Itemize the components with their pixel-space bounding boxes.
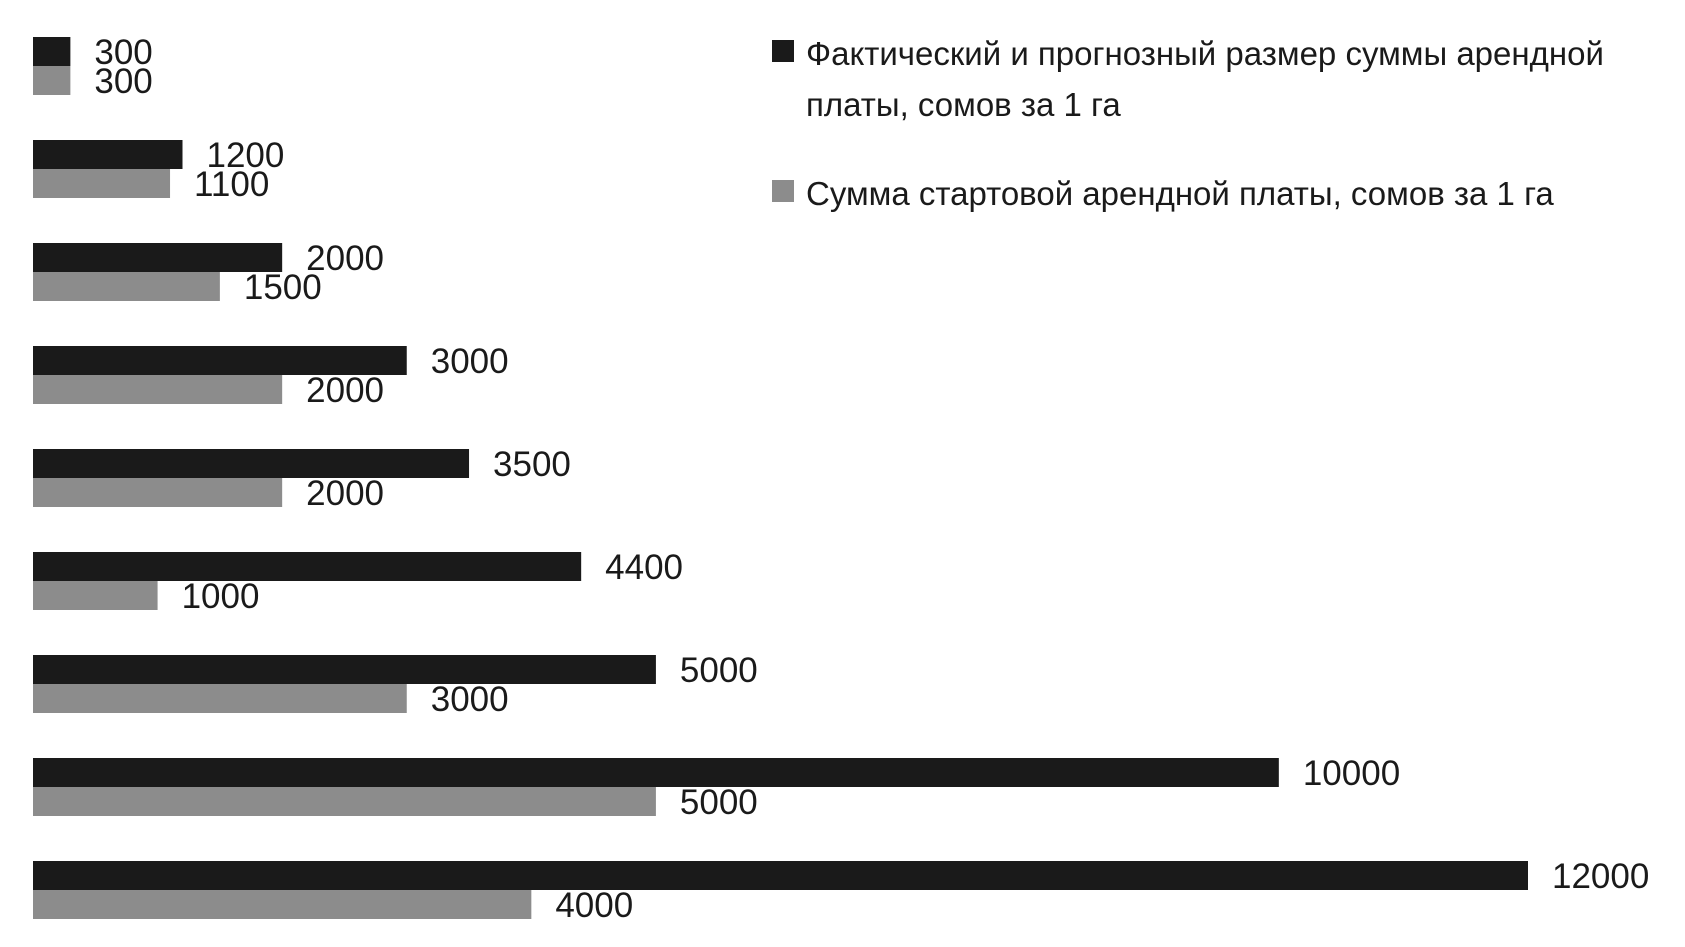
data-label-series-1-item-9: 12000: [1552, 857, 1649, 896]
data-label-series-1-item-6: 4400: [605, 548, 683, 587]
legend-label-series-1: Фактический и прогнозный размер суммы ар…: [806, 35, 1604, 123]
bars-group: [33, 37, 1528, 919]
data-label-series-2-item-9: 4000: [555, 886, 633, 925]
data-label-series-1-item-2: 1200: [207, 136, 285, 175]
legend-label-series-2: Сумма стартовой арендной платы, сомов за…: [806, 175, 1554, 212]
bar-series-1-item-7: [33, 655, 656, 684]
data-label-series-2-item-3: 1500: [244, 268, 322, 307]
data-label-series-1-item-7: 5000: [680, 651, 758, 690]
bar-series-1-item-4: [33, 346, 407, 375]
legend-swatch-series-2: [772, 180, 794, 202]
bar-series-1-item-5: [33, 449, 470, 478]
legend-item-series-2: Сумма стартовой арендной платы, сомов за…: [772, 168, 1672, 219]
bar-series-2-item-4: [33, 375, 283, 404]
bar-series-2-item-8: [33, 787, 656, 816]
data-label-series-2-item-7: 3000: [431, 680, 509, 719]
bar-series-1-item-9: [33, 861, 1528, 890]
data-label-series-2-item-6: 1000: [182, 577, 260, 616]
bar-series-1-item-6: [33, 552, 582, 581]
data-label-series-2-item-4: 2000: [306, 371, 384, 410]
bar-series-1-item-8: [33, 758, 1279, 787]
bar-series-1-item-1: [33, 37, 71, 66]
value-labels-group: 3003001200110020001500300020003500200044…: [94, 33, 1649, 925]
data-label-series-1-item-4: 3000: [431, 342, 509, 381]
data-label-series-2-item-5: 2000: [306, 474, 384, 513]
bar-series-1-item-2: [33, 140, 183, 169]
data-label-series-2-item-8: 5000: [680, 783, 758, 822]
bar-series-2-item-6: [33, 581, 158, 610]
data-label-series-1-item-1: 300: [94, 33, 152, 72]
bar-series-2-item-5: [33, 478, 283, 507]
data-label-series-2-item-2: 1100: [194, 165, 269, 204]
data-label-series-2-item-1: 300: [94, 62, 152, 101]
bar-series-2-item-7: [33, 684, 407, 713]
data-label-series-1-item-3: 2000: [306, 239, 384, 278]
bar-series-2-item-2: [33, 169, 171, 198]
legend-swatch-series-1: [772, 40, 794, 62]
legend-item-series-1: Фактический и прогнозный размер суммы ар…: [772, 28, 1672, 130]
bar-series-2-item-9: [33, 890, 532, 919]
data-label-series-1-item-8: 10000: [1303, 754, 1400, 793]
data-label-series-1-item-5: 3500: [493, 445, 571, 484]
bar-series-2-item-1: [33, 66, 71, 95]
legend: Фактический и прогнозный размер суммы ар…: [772, 28, 1672, 257]
bar-series-2-item-3: [33, 272, 220, 301]
bar-series-1-item-3: [33, 243, 283, 272]
